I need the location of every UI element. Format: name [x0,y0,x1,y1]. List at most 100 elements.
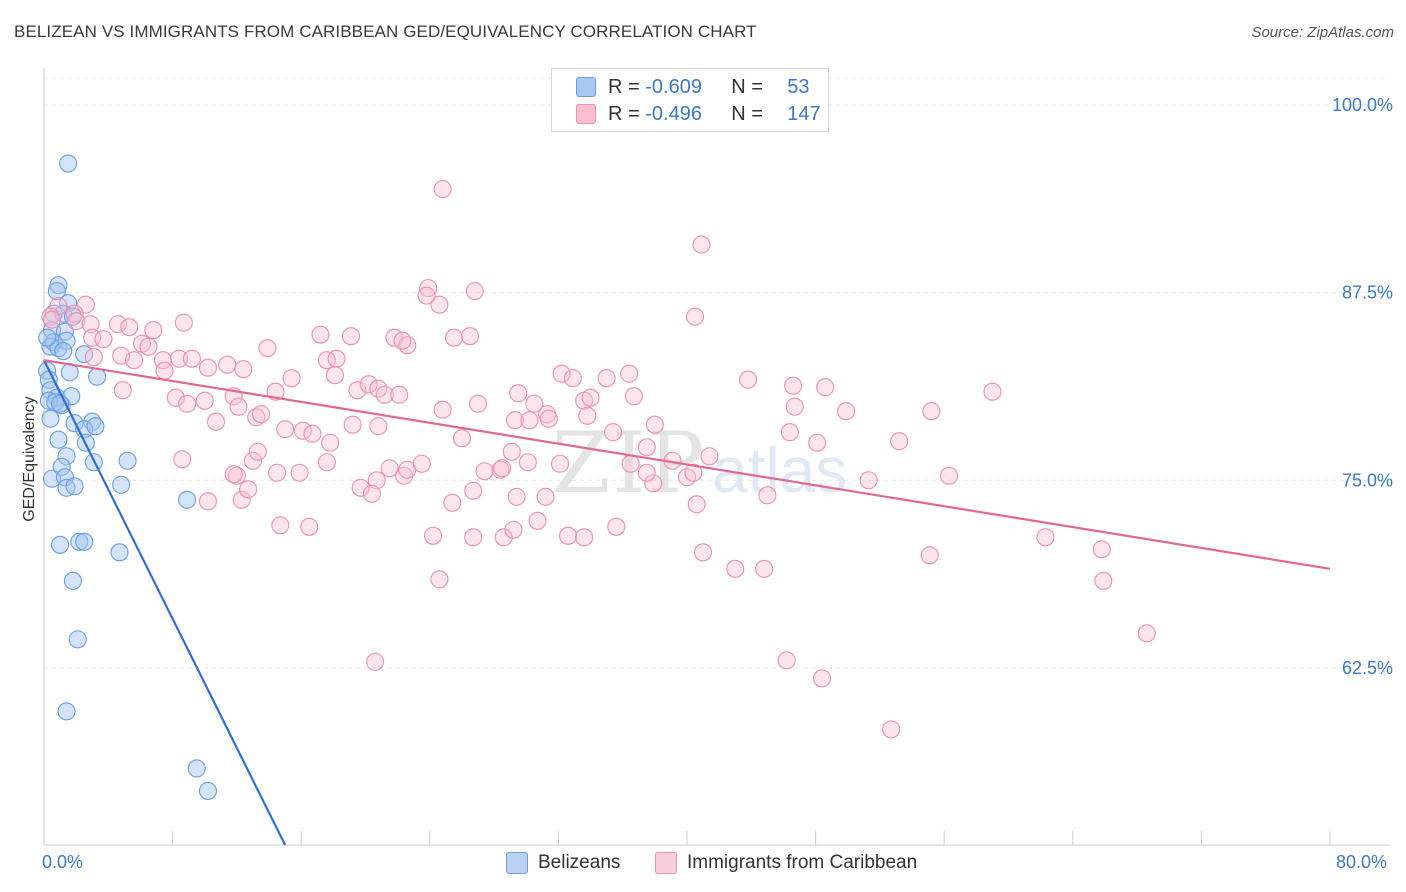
point-caribbean-67 [739,370,758,389]
point-caribbean-64 [620,364,639,383]
legend-swatch-belizeans [576,77,596,97]
point-caribbean-99 [248,442,267,461]
point-caribbean-133 [536,487,555,506]
point-belizeans-45 [51,535,70,554]
point-caribbean-18 [84,348,103,367]
point-caribbean-98 [243,451,263,470]
point-caribbean-42 [113,381,132,400]
point-belizeans-30 [41,409,60,428]
point-caribbean-127 [300,517,319,536]
point-caribbean-155 [882,720,901,739]
point-caribbean-118 [684,463,703,482]
legend-swatch-caribbean [576,104,596,124]
point-caribbean-89 [578,406,597,425]
point-caribbean-112 [550,454,570,473]
point-caribbean-19 [124,351,144,370]
point-caribbean-35 [444,328,463,347]
point-caribbean-29 [317,351,336,370]
point-caribbean-102 [317,453,336,472]
legend-swatch-caribbean [655,852,677,874]
point-caribbean-97 [227,466,246,485]
point-caribbean-0 [433,180,452,199]
legend-n-value: 53 [787,75,810,98]
legend-row-caribbean: R = -0.496 N = 147 [576,102,821,126]
point-caribbean-84 [452,429,472,448]
point-caribbean-31 [341,327,361,346]
point-caribbean-152 [366,652,385,671]
point-caribbean-113 [621,454,640,473]
legend-r-value: -0.609 [645,75,702,98]
stats-legend: R = -0.609 N = 53 R = -0.496 N = 147 [551,68,829,132]
trend-lines [43,359,1331,846]
point-caribbean-93 [780,423,799,442]
point-caribbean-140 [528,511,547,530]
point-caribbean-129 [362,484,381,503]
point-caribbean-150 [1094,571,1113,590]
point-caribbean-27 [258,339,277,358]
point-caribbean-148 [1036,528,1055,547]
point-caribbean-74 [206,412,226,431]
point-caribbean-51 [359,375,378,394]
point-caribbean-26 [234,360,253,379]
watermark-atlas: atlas [712,434,847,506]
point-caribbean-119 [700,447,719,466]
point-belizeans-44 [75,532,94,551]
point-caribbean-8 [81,315,100,334]
point-caribbean-22 [155,361,174,380]
point-caribbean-48 [282,369,301,388]
point-caribbean-154 [812,669,832,688]
point-caribbean-77 [251,405,271,424]
point-caribbean-149 [1092,540,1111,559]
trend-line-caribbean [43,359,1331,570]
point-caribbean-141 [558,526,578,545]
point-caribbean-14 [94,330,113,349]
point-caribbean-25 [218,355,237,374]
point-caribbean-38 [430,295,449,314]
point-belizeans-40 [65,477,84,496]
legend-item-caribbean: Immigrants from Caribbean [655,852,917,874]
point-caribbean-120 [859,471,878,490]
point-caribbean-6 [67,312,86,331]
point-caribbean-156 [694,543,713,562]
point-caribbean-146 [430,570,449,589]
point-belizeans-50 [187,759,206,778]
point-caribbean-45 [195,391,214,410]
point-caribbean-86 [502,442,521,461]
point-caribbean-136 [494,528,513,547]
point-caribbean-87 [520,411,539,430]
point-belizeans-42 [178,490,197,509]
point-caribbean-60 [552,364,571,383]
point-caribbean-54 [390,385,409,404]
point-caribbean-39 [417,286,436,305]
point-caribbean-78 [276,420,295,439]
point-caribbean-10 [83,328,102,347]
point-caribbean-66 [581,388,600,407]
point-belizeans-29 [86,417,105,436]
legend-item-belizeans: Belizeans [506,852,620,874]
point-belizeans-47 [63,571,82,590]
point-caribbean-68 [785,397,804,416]
point-caribbean-41 [685,307,705,326]
point-caribbean-107 [412,454,431,473]
y-tick-labels: 62.5% 75.0% 87.5% 100.0% [1332,95,1393,678]
point-caribbean-137 [464,528,483,547]
point-caribbean-103 [367,471,386,490]
legend-label-belizeans: Belizeans [538,852,621,873]
point-caribbean-91 [645,415,664,434]
x-tick-label-min: 0.0% [42,852,84,872]
point-caribbean-7 [42,310,62,329]
point-belizeans-41 [112,475,131,494]
point-caribbean-40 [465,282,484,301]
point-belizeans-33 [57,447,76,466]
point-caribbean-94 [808,433,827,452]
point-caribbean-36 [460,327,480,346]
point-caribbean-34 [393,331,412,350]
point-caribbean-75 [229,397,248,416]
point-caribbean-96 [173,450,192,469]
point-belizeans-46 [110,543,129,562]
point-caribbean-53 [375,385,394,404]
source-label: Source: ZipAtlas.com [1251,24,1394,41]
data-points [38,154,1156,801]
y-tick-label-2: 87.5% [1342,283,1393,303]
